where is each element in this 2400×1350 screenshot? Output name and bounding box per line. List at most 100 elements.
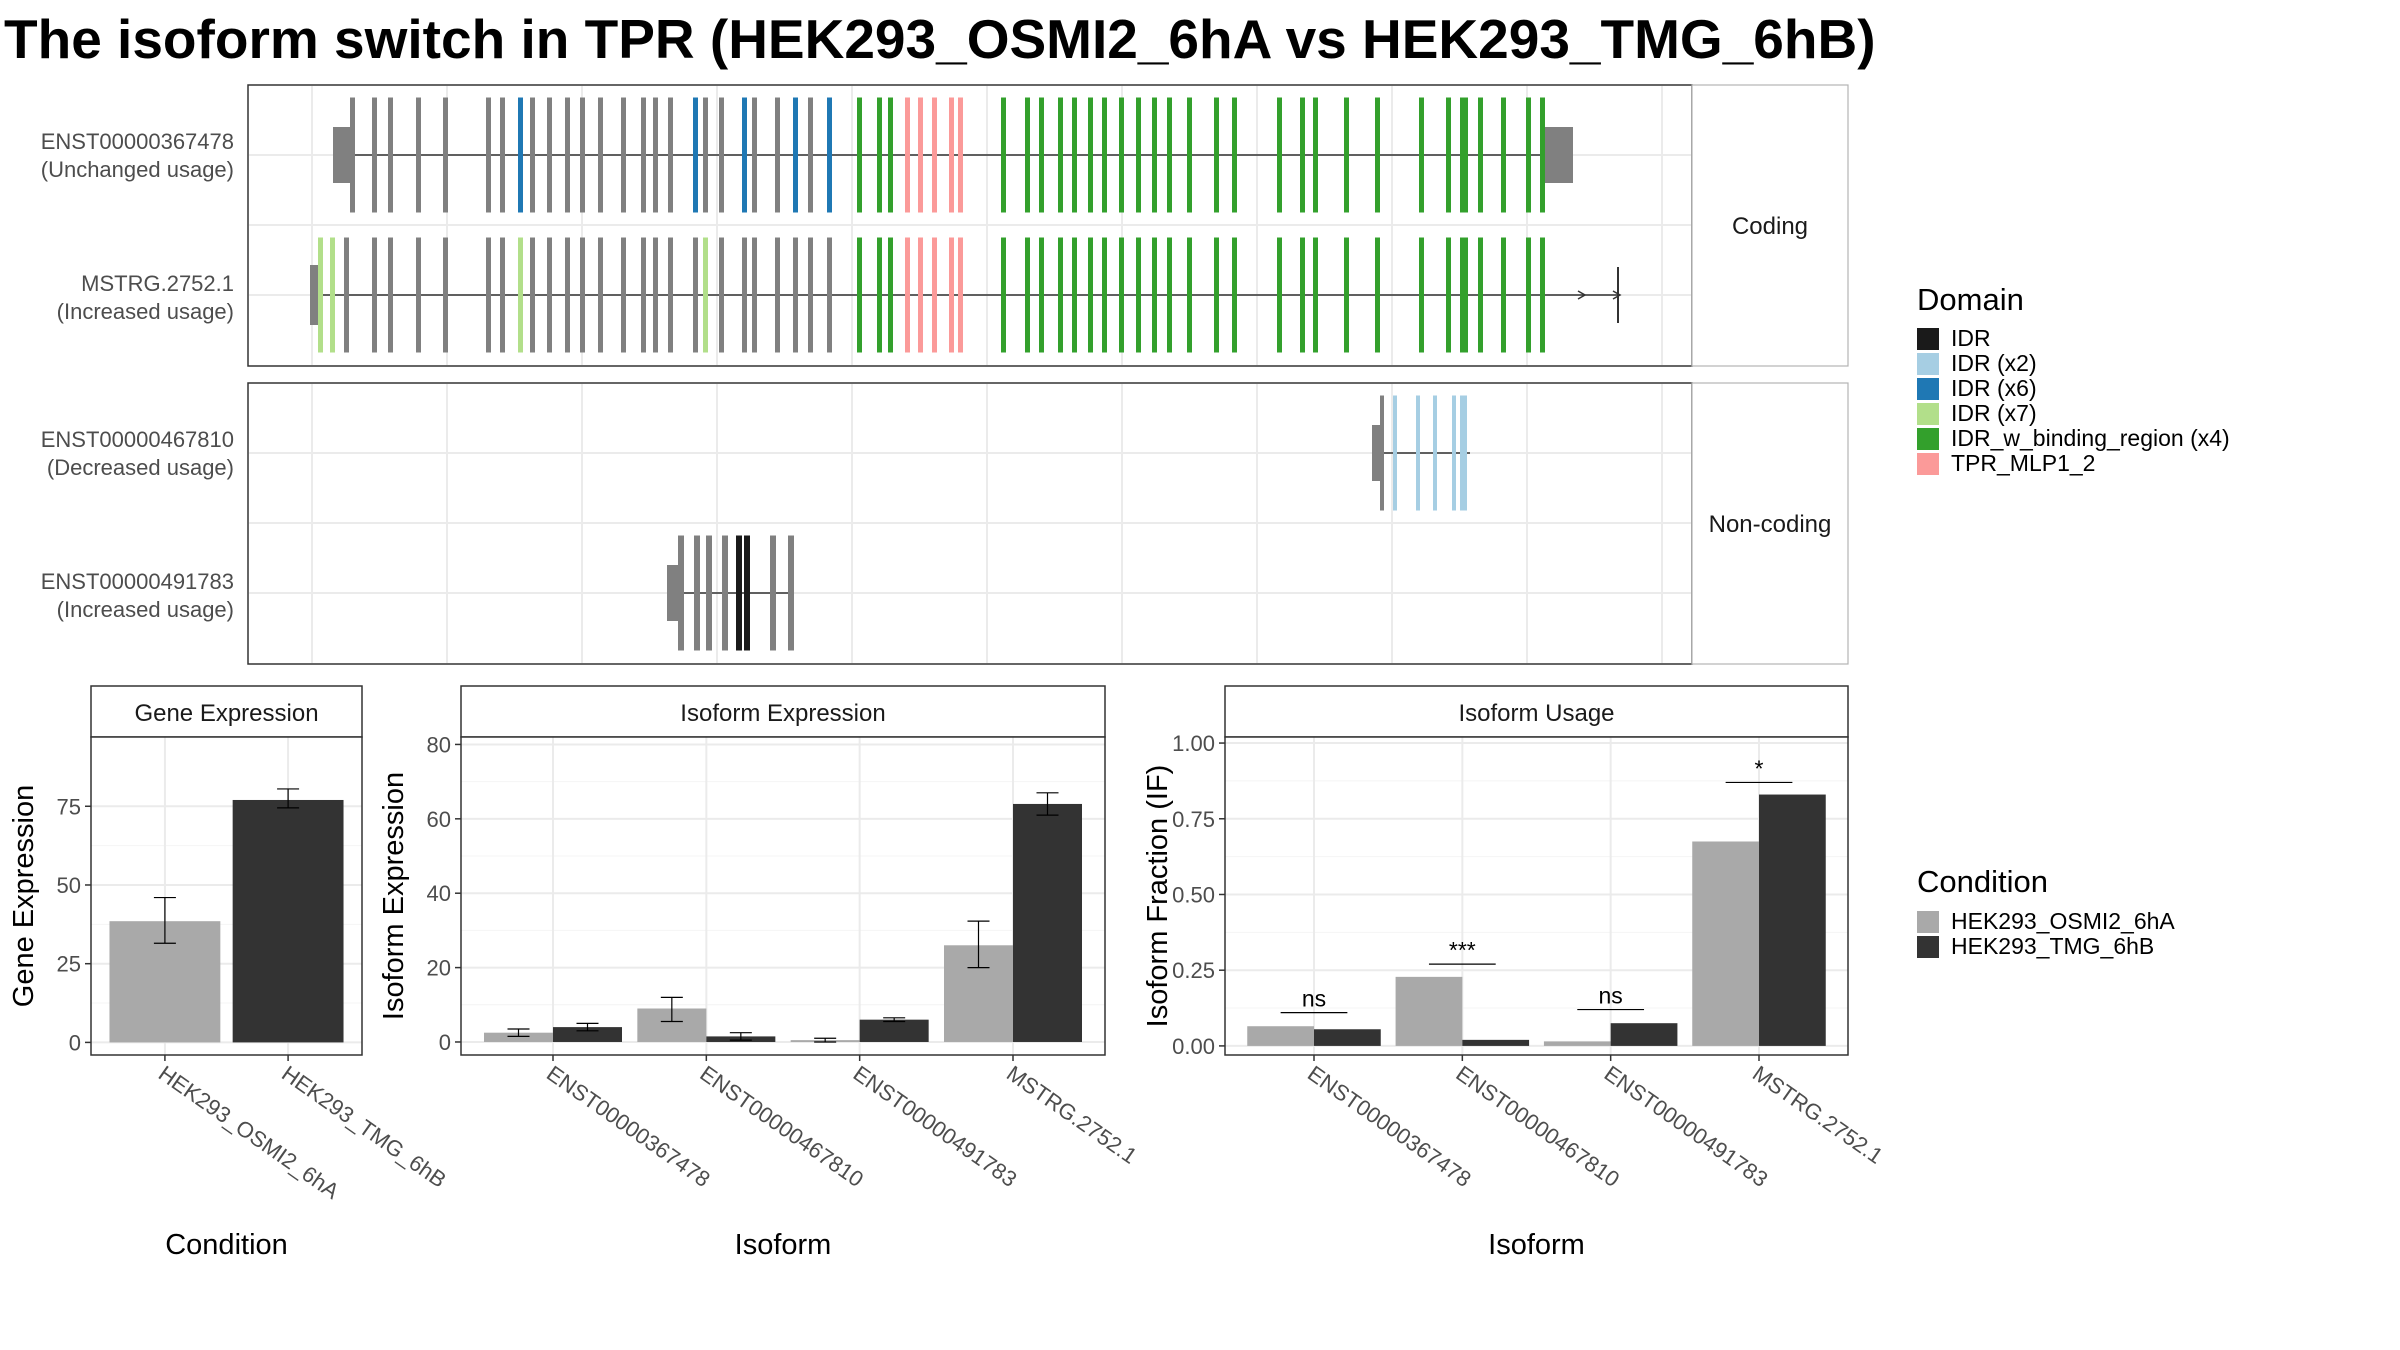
exon (827, 237, 832, 353)
exon (752, 237, 757, 353)
transcript-label-id: ENST00000491783 (41, 569, 234, 594)
exon (580, 97, 585, 213)
exon (1416, 395, 1420, 511)
exon (1039, 237, 1044, 353)
legend-swatch (1917, 328, 1939, 350)
exon (722, 535, 728, 651)
exon (1433, 395, 1437, 511)
exon (788, 535, 794, 651)
exon (1460, 97, 1465, 213)
exon (857, 97, 862, 213)
exon (1478, 237, 1483, 353)
exon (775, 97, 780, 213)
exon (330, 237, 335, 353)
y-tick-label: 50 (57, 873, 81, 898)
exon (1187, 237, 1192, 353)
y-tick-label: 25 (57, 952, 81, 977)
exon (344, 237, 349, 353)
legend-label: IDR_w_binding_region (x4) (1951, 425, 2230, 451)
x-tick-label: ENST00000467810 (695, 1061, 868, 1192)
significance-label: * (1755, 755, 1764, 781)
exon (793, 97, 798, 213)
exon (1463, 97, 1468, 213)
y-tick-label: 20 (427, 956, 451, 981)
exon (857, 237, 862, 353)
exon (1025, 237, 1030, 353)
y-tick-label: 80 (427, 732, 451, 757)
exon (1072, 97, 1077, 213)
chart-strip (90, 685, 363, 738)
legend-swatch (1917, 428, 1939, 450)
transcript-label-id: MSTRG.2752.1 (81, 271, 234, 296)
exon (1232, 97, 1237, 213)
exon (744, 535, 750, 651)
exon (388, 97, 393, 213)
bar (1247, 1026, 1314, 1046)
legend-label: TPR_MLP1_2 (1951, 450, 2095, 476)
exon (752, 97, 757, 213)
legend-label: IDR (x7) (1951, 400, 2037, 426)
utr-block (333, 127, 351, 183)
exon (1058, 97, 1063, 213)
x-tick-label: ENST00000367478 (1303, 1061, 1476, 1192)
chart-title: Isoform Usage (1458, 700, 1614, 727)
exon (1232, 237, 1237, 353)
y-tick-label: 0.00 (1172, 1034, 1215, 1059)
x-tick-label: MSTRG.2752.1 (1748, 1061, 1888, 1169)
exon (693, 97, 698, 213)
exon (719, 97, 724, 213)
chart-strip (460, 685, 1106, 738)
utr-block (1372, 425, 1380, 481)
y-tick-label: 1.00 (1172, 731, 1215, 756)
utr-block (667, 565, 678, 621)
significance-label: *** (1449, 937, 1476, 963)
exon (1001, 237, 1006, 353)
exon (958, 97, 963, 213)
noncoding-panel-grid (249, 384, 1691, 663)
x-tick-label: ENST00000467810 (1451, 1061, 1624, 1192)
exon (565, 97, 570, 213)
exon (388, 237, 393, 353)
transcript-structure-panels: Coding Non-coding ENST00000367478 (Uncha… (41, 84, 1849, 665)
exon (1025, 97, 1030, 213)
exon (1102, 237, 1107, 353)
exon (918, 237, 923, 353)
exon (565, 237, 570, 353)
x-tick-label: ENST00000367478 (542, 1061, 715, 1192)
exon (1187, 97, 1192, 213)
y-tick-label: 0 (69, 1030, 81, 1055)
legend-label: IDR (1951, 325, 1991, 351)
exon (958, 237, 963, 353)
exon (888, 237, 893, 353)
exon (621, 237, 626, 353)
transcript-label-usage: (Increased usage) (57, 299, 234, 324)
bar (1462, 1039, 1530, 1046)
exon (932, 97, 937, 213)
exon (500, 97, 505, 213)
exon (1375, 237, 1380, 353)
exon (1344, 97, 1349, 213)
y-tick-label: 0.75 (1172, 807, 1215, 832)
exon (1446, 97, 1451, 213)
exon (1526, 97, 1531, 213)
exon (877, 97, 882, 213)
exon (1463, 237, 1468, 353)
exon (1214, 97, 1219, 213)
exon (443, 237, 448, 353)
significance-label: ns (1302, 986, 1326, 1012)
y-axis-title: Isoform Expression (378, 772, 410, 1020)
exon (416, 97, 421, 213)
exon (1393, 395, 1397, 511)
noncoding-strip (1691, 382, 1849, 665)
y-tick-label: 0 (439, 1030, 451, 1055)
bar (1759, 794, 1826, 1046)
exon (1375, 97, 1380, 213)
exon (1136, 97, 1141, 213)
bar (1543, 1041, 1611, 1046)
exon (1152, 237, 1157, 353)
exon (1058, 237, 1063, 353)
y-axis-title: Isoform Fraction (IF) (1142, 765, 1174, 1028)
exon (775, 237, 780, 353)
x-tick-label: ENST00000491783 (1600, 1061, 1773, 1192)
